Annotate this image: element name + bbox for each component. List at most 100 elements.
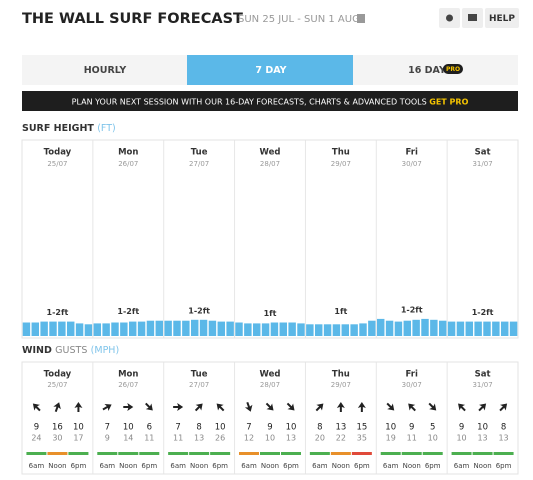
- rating-bar: [239, 452, 259, 455]
- wind-arrow: [244, 401, 253, 412]
- surf-bar: [226, 321, 234, 336]
- surf-bar: [297, 323, 305, 336]
- time-label: 6am: [29, 462, 45, 470]
- rating-bar: [422, 452, 443, 455]
- surf-bar: [332, 324, 341, 336]
- rating-bar: [472, 452, 493, 455]
- day-date: 26/07: [118, 160, 138, 168]
- rating-bar: [260, 452, 280, 455]
- wind-gust: 10: [428, 434, 438, 443]
- surf-bar: [403, 320, 412, 336]
- tab-active[interactable]: [187, 55, 353, 85]
- day-date: 29/07: [331, 381, 351, 389]
- day-name: Mon: [118, 148, 138, 158]
- rating-bar: [309, 452, 330, 455]
- rating-bar: [118, 452, 139, 455]
- surf-bar: [359, 323, 367, 336]
- banner[interactable]: [22, 91, 518, 111]
- surf-bar: [368, 320, 376, 336]
- day-name: Wed: [260, 370, 281, 380]
- surf-bar: [421, 318, 429, 336]
- wind-arrow: [145, 402, 153, 411]
- time-label: 6pm: [496, 462, 512, 470]
- rating-bar: [380, 452, 401, 455]
- wind-arrow: [386, 402, 395, 411]
- surf-bar: [350, 324, 358, 336]
- surf-bar: [430, 319, 438, 336]
- surf-bar: [93, 323, 102, 336]
- wind-speed: 5: [430, 423, 435, 433]
- surf-bar: [483, 321, 491, 336]
- gear-icon: [446, 14, 453, 22]
- time-label: Noon: [190, 462, 208, 470]
- wind-gust: 12: [244, 434, 254, 443]
- tab-label: 7 DAY: [255, 65, 286, 76]
- wind-arrow: [478, 403, 487, 412]
- surf-bar: [244, 323, 252, 336]
- wind-speed: 10: [215, 423, 226, 433]
- wind-gust: 35: [357, 434, 367, 443]
- wind-gust: 13: [477, 434, 487, 443]
- wind-gust: 22: [336, 434, 346, 443]
- surf-bar: [412, 319, 420, 336]
- surf-bar: [456, 321, 465, 336]
- surf-bar: [66, 321, 75, 336]
- wind-gust: 13: [498, 434, 508, 443]
- surf-label: 1-2ft: [472, 308, 494, 317]
- surf-bar: [385, 320, 394, 336]
- time-label: Noon: [332, 462, 350, 470]
- wind-gust: 10: [265, 434, 275, 443]
- pro-badge-label: PRO: [446, 66, 460, 73]
- surf-bar: [252, 323, 261, 336]
- time-label: 6am: [170, 462, 186, 470]
- wind-arrow: [357, 402, 366, 412]
- surf-label: 1-2ft: [47, 308, 69, 317]
- surf-bar: [306, 324, 314, 336]
- wind-speed: 9: [459, 423, 464, 433]
- wind-gust: 13: [286, 434, 296, 443]
- wind-speed: 7: [246, 423, 251, 433]
- rating-bar: [351, 452, 372, 455]
- wind-speed: 6: [147, 423, 152, 433]
- wind-speed: 10: [123, 423, 134, 433]
- day-date: 30/07: [402, 160, 422, 168]
- wind-speed: 9: [34, 423, 39, 433]
- time-label: Noon: [473, 462, 491, 470]
- surf-label: 1-2ft: [117, 307, 139, 316]
- surf-bar: [155, 320, 164, 336]
- day-date: 26/07: [118, 381, 138, 389]
- wind-arrow: [315, 403, 324, 412]
- wind-speed: 8: [196, 423, 201, 433]
- help-button[interactable]: [485, 8, 519, 28]
- time-label: 6am: [241, 462, 257, 470]
- surf-bar: [84, 324, 93, 336]
- wind-gust: 11: [144, 434, 154, 443]
- surf-bar: [341, 324, 350, 336]
- wind-arrow: [74, 402, 83, 412]
- surf-bar: [447, 321, 456, 336]
- wind-arrow: [173, 403, 184, 411]
- calendar-icon: [357, 14, 365, 23]
- print-icon: [468, 14, 477, 21]
- time-label: 6pm: [212, 462, 228, 470]
- wind-speed: 7: [105, 423, 110, 433]
- wind-gust: 9: [105, 434, 110, 443]
- wind-arrow: [499, 403, 508, 412]
- pro-badge: [443, 64, 463, 74]
- day-name: Tue: [191, 148, 208, 158]
- surf-panel: [21, 139, 519, 339]
- wind-arrow: [53, 402, 61, 413]
- day-name: Sat: [475, 370, 491, 380]
- day-name: Fri: [406, 370, 418, 380]
- wind-gust: 19: [386, 434, 396, 443]
- wind-arrow: [408, 403, 416, 412]
- day-date: 28/07: [260, 381, 280, 389]
- day-date: 25/07: [47, 160, 67, 168]
- day-name: Fri: [406, 148, 418, 158]
- surf-bar: [58, 321, 66, 336]
- time-label: 6pm: [71, 462, 87, 470]
- time-label: 6pm: [141, 462, 157, 470]
- wind-speed: 15: [356, 423, 367, 433]
- wind-speed: 10: [477, 423, 488, 433]
